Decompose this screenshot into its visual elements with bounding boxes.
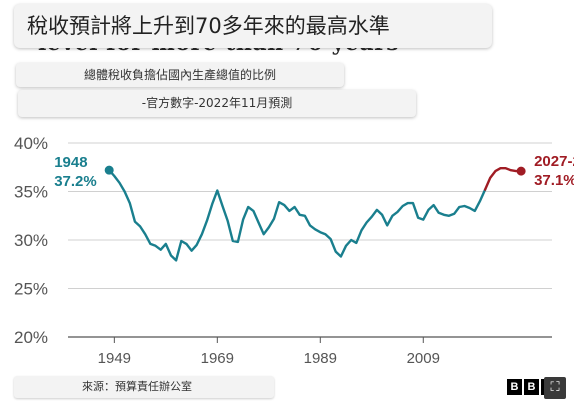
x-tick-label: 1989: [304, 350, 337, 367]
annotation-layer: 1948 37.2% 2027-28 37.1%: [54, 153, 574, 190]
annotation-value-label: 37.1%: [534, 172, 574, 189]
y-tick-label: 40%: [14, 134, 48, 153]
bbc-logo-letter: B: [507, 379, 522, 395]
y-tick-label: 35%: [14, 183, 48, 202]
line-series-actual: [108, 169, 487, 262]
x-tick-label: 1969: [201, 350, 234, 367]
grid-layer: [68, 142, 552, 338]
endpoint-marker: [516, 166, 526, 176]
chart-note: -官方數字-2022年11月預測: [18, 90, 416, 117]
bbc-logo-letter: B: [524, 379, 539, 395]
annotation-year-label: 1948: [54, 154, 87, 171]
x-tick-label: 1949: [98, 350, 131, 367]
annotation-value-label: 37.2%: [54, 173, 97, 190]
endpoint-marker: [104, 165, 114, 175]
series-layer: [108, 167, 523, 262]
y-tick-label: 25%: [14, 280, 48, 299]
axis-layer: 20% 25% 30% 35% 40% 1949 1969 1989 2009: [14, 134, 440, 367]
line-series-forecast: [483, 167, 523, 191]
chart-title: 稅收預計將上升到70多年來的最高水準: [14, 4, 492, 48]
x-tick-label: 2009: [407, 350, 440, 367]
annotation-year-label: 2027-28: [534, 153, 574, 170]
chart-subtitle: 總體稅收負擔佔國內生產總值的比例: [16, 63, 344, 87]
expand-icon[interactable]: ⛶: [544, 377, 566, 399]
y-tick-label: 20%: [14, 328, 48, 347]
source-note: 來源：預算責任辦公室: [14, 376, 274, 398]
y-tick-label: 30%: [14, 231, 48, 250]
